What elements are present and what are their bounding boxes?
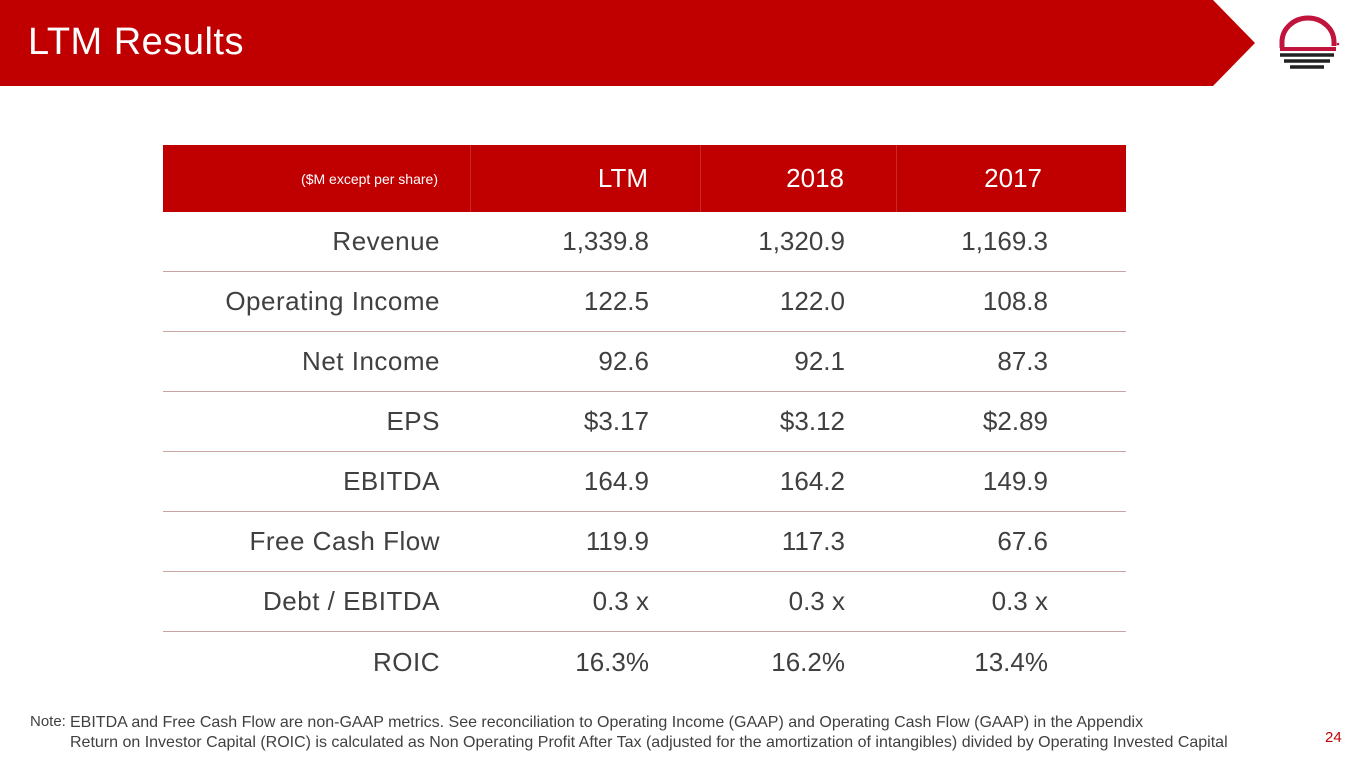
row-label: ROIC — [373, 646, 440, 677]
cell-ltm: $3.17 — [583, 406, 649, 436]
cell-2018: 117.3 — [781, 526, 845, 556]
note-line-non-gaap: EBITDA and Free Cash Flow are non-GAAP m… — [70, 714, 1144, 731]
cell-2018: 1,320.9 — [758, 226, 845, 256]
cell-ltm: 119.9 — [585, 526, 649, 556]
table-row-debt-ebitda: Debt / EBITDA 0.3 x 0.3 x 0.3 x — [163, 572, 1126, 632]
cell-2017: 0.3 x — [991, 586, 1048, 616]
ltm-results-table: ($M except per share) LTM 2018 2017 Reve… — [163, 145, 1126, 692]
row-label: Revenue — [332, 226, 440, 256]
row-label: EPS — [386, 406, 440, 436]
cell-2018: 122.0 — [779, 286, 845, 316]
cell-2017: 87.3 — [997, 346, 1048, 376]
cell-ltm: 164.9 — [583, 466, 649, 496]
table-row-operating-income: Operating Income 122.5 122.0 108.8 — [163, 272, 1126, 332]
table-row-revenue: Revenue 1,339.8 1,320.9 1,169.3 — [163, 212, 1126, 272]
cell-2017: 1,169.3 — [961, 226, 1048, 256]
cell-2017: 149.9 — [982, 466, 1048, 496]
cell-2018: 0.3 x — [788, 586, 845, 616]
note-lines: EBITDA and Free Cash Flow are non-GAAP m… — [70, 713, 1228, 753]
cell-ltm: 122.5 — [583, 286, 649, 316]
cell-2018: $3.12 — [779, 406, 845, 436]
note-label: Note: — [30, 713, 66, 730]
cell-2018: 92.1 — [794, 346, 845, 376]
cell-2017: 67.6 — [997, 526, 1048, 556]
note-line-roic: Return on Investor Capital (ROIC) is cal… — [70, 734, 1228, 751]
title-banner: LTM Results — [0, 0, 1255, 86]
row-label: Free Cash Flow — [249, 526, 440, 556]
column-header-2018: 2018 — [701, 145, 897, 212]
table-header: ($M except per share) LTM 2018 2017 — [163, 145, 1126, 212]
table-row-net-income: Net Income 92.6 92.1 87.3 — [163, 332, 1126, 392]
cell-2017: 108.8 — [982, 286, 1048, 316]
cell-ltm: 92.6 — [598, 346, 649, 376]
sunrise-logo-icon — [1276, 14, 1342, 74]
cell-2017: $2.89 — [982, 406, 1048, 436]
cell-2018: 16.2% — [771, 646, 845, 677]
row-label: Operating Income — [225, 286, 440, 316]
page-number: 24 — [1325, 729, 1342, 746]
cell-ltm: 0.3 x — [592, 586, 649, 616]
table-row-free-cash-flow: Free Cash Flow 119.9 117.3 67.6 — [163, 512, 1126, 572]
table-row-ebitda: EBITDA 164.9 164.2 149.9 — [163, 452, 1126, 512]
column-header-2017: 2017 — [984, 163, 1042, 193]
cell-ltm: 16.3% — [575, 646, 649, 677]
row-label: EBITDA — [343, 466, 440, 496]
column-header-ltm: LTM — [471, 145, 701, 212]
cell-ltm: 1,339.8 — [562, 226, 649, 256]
table-row-roic: ROIC 16.3% 16.2% 13.4% — [163, 632, 1126, 692]
row-label: Net Income — [302, 346, 440, 376]
units-label: ($M except per share) — [163, 145, 471, 212]
cell-2017: 13.4% — [974, 646, 1048, 677]
row-label: Debt / EBITDA — [263, 586, 440, 616]
table-row-eps: EPS $3.17 $3.12 $2.89 — [163, 392, 1126, 452]
page-title: LTM Results — [28, 21, 244, 63]
cell-2018: 164.2 — [779, 466, 845, 496]
